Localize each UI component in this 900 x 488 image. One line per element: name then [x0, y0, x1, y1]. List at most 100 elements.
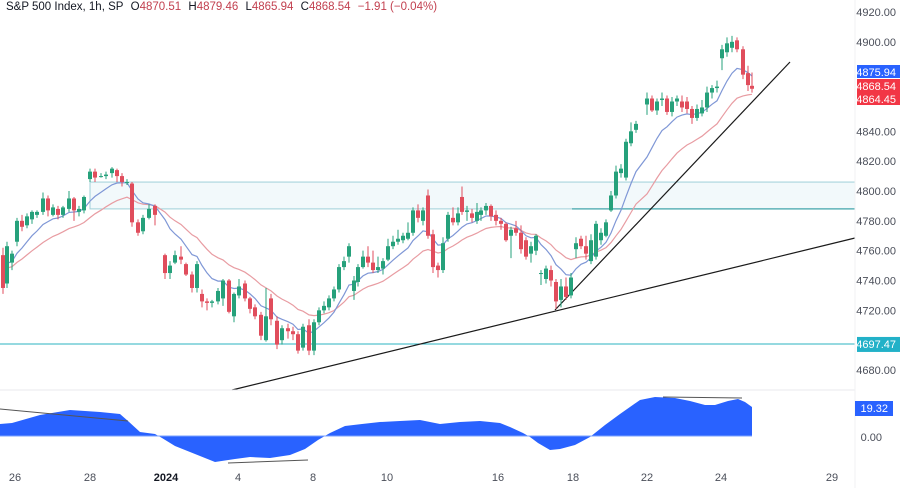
candle[interactable] — [451, 207, 455, 226]
candle[interactable] — [237, 279, 241, 299]
candle[interactable] — [634, 120, 638, 133]
candle[interactable] — [243, 280, 247, 302]
candle[interactable] — [136, 219, 140, 236]
candle[interactable] — [72, 196, 76, 221]
candle[interactable] — [460, 186, 464, 215]
candle[interactable] — [584, 235, 588, 260]
candle[interactable] — [30, 210, 34, 224]
candle[interactable] — [604, 219, 608, 238]
candle[interactable] — [25, 213, 29, 229]
candle[interactable] — [529, 241, 533, 263]
candle[interactable] — [705, 86, 709, 112]
candle[interactable] — [312, 319, 316, 356]
candle[interactable] — [317, 307, 321, 326]
candle[interactable] — [147, 204, 151, 220]
candle[interactable] — [431, 229, 435, 274]
candle[interactable] — [88, 168, 92, 183]
candle[interactable] — [436, 262, 440, 278]
candle[interactable] — [366, 246, 370, 268]
candle[interactable] — [534, 234, 538, 256]
candle[interactable] — [361, 250, 365, 269]
candle[interactable] — [93, 168, 97, 183]
candle[interactable] — [589, 234, 593, 265]
candle[interactable] — [710, 85, 714, 99]
candle[interactable] — [46, 195, 50, 217]
candle[interactable] — [269, 293, 273, 326]
candle[interactable] — [509, 226, 513, 259]
candle[interactable] — [286, 323, 290, 339]
oscillator-value-tag[interactable]: 19.32 — [855, 401, 893, 416]
candle[interactable] — [579, 235, 583, 250]
candle[interactable] — [77, 205, 81, 217]
candle[interactable] — [141, 214, 145, 235]
candle[interactable] — [153, 204, 157, 226]
candle[interactable] — [475, 202, 479, 224]
candle[interactable] — [470, 208, 474, 223]
candle[interactable] — [337, 264, 341, 293]
candle[interactable] — [569, 273, 573, 299]
candle[interactable] — [200, 289, 204, 308]
divergence-line-1[interactable] — [0, 408, 129, 422]
candle[interactable] — [56, 205, 60, 220]
candle[interactable] — [544, 265, 548, 284]
candle[interactable] — [115, 168, 119, 183]
candle[interactable] — [670, 97, 674, 117]
candle[interactable] — [741, 46, 745, 80]
candle[interactable] — [730, 35, 734, 53]
candle[interactable] — [735, 37, 739, 53]
candle[interactable] — [715, 80, 719, 93]
candle[interactable] — [184, 262, 188, 277]
candle[interactable] — [248, 296, 252, 314]
candle[interactable] — [381, 258, 385, 275]
candle[interactable] — [406, 222, 410, 241]
candle[interactable] — [746, 65, 750, 92]
candle[interactable] — [446, 211, 450, 242]
candle[interactable] — [489, 204, 493, 221]
candle[interactable] — [110, 167, 114, 178]
price-tag[interactable]: 4875.94 — [856, 65, 900, 79]
candle[interactable] — [624, 138, 628, 181]
candle[interactable] — [465, 205, 469, 221]
time-axis[interactable]: 26 28 2024 4 8 10 16 18 22 24 29 — [9, 472, 838, 484]
candle[interactable] — [494, 210, 498, 226]
divergence-line-2[interactable] — [227, 459, 309, 464]
candle[interactable] — [20, 214, 24, 232]
candle[interactable] — [574, 237, 578, 259]
candle[interactable] — [401, 232, 405, 244]
candle[interactable] — [720, 44, 724, 71]
candle[interactable] — [629, 122, 633, 147]
candle[interactable] — [504, 222, 508, 242]
candle[interactable] — [660, 92, 664, 106]
price-tag[interactable]: 4697.47 — [856, 336, 900, 352]
candle[interactable] — [1, 247, 5, 294]
candle[interactable] — [264, 287, 268, 342]
candle[interactable] — [559, 279, 563, 308]
candle[interactable] — [564, 277, 568, 300]
trendline-short[interactable] — [554, 61, 791, 311]
candle[interactable] — [61, 205, 65, 218]
candle[interactable] — [99, 173, 103, 178]
candle[interactable] — [322, 301, 326, 314]
candle[interactable] — [725, 37, 729, 57]
candle[interactable] — [441, 237, 445, 274]
candle[interactable] — [296, 331, 300, 354]
candle[interactable] — [484, 202, 488, 215]
candle[interactable] — [327, 295, 331, 311]
candle[interactable] — [10, 250, 14, 271]
price-tag[interactable]: 4868.54 — [856, 79, 900, 93]
candle[interactable] — [519, 225, 523, 254]
candle[interactable] — [179, 246, 183, 265]
price-panel[interactable] — [0, 35, 856, 391]
candle[interactable] — [104, 171, 108, 180]
candle[interactable] — [619, 164, 623, 178]
candle[interactable] — [82, 195, 86, 214]
candle[interactable] — [700, 100, 704, 117]
candle[interactable] — [51, 204, 55, 217]
candle[interactable] — [665, 95, 669, 115]
candle[interactable] — [173, 250, 177, 265]
candle[interactable] — [609, 191, 613, 212]
candle[interactable] — [163, 253, 167, 280]
candle[interactable] — [599, 228, 603, 245]
candle[interactable] — [259, 311, 263, 341]
